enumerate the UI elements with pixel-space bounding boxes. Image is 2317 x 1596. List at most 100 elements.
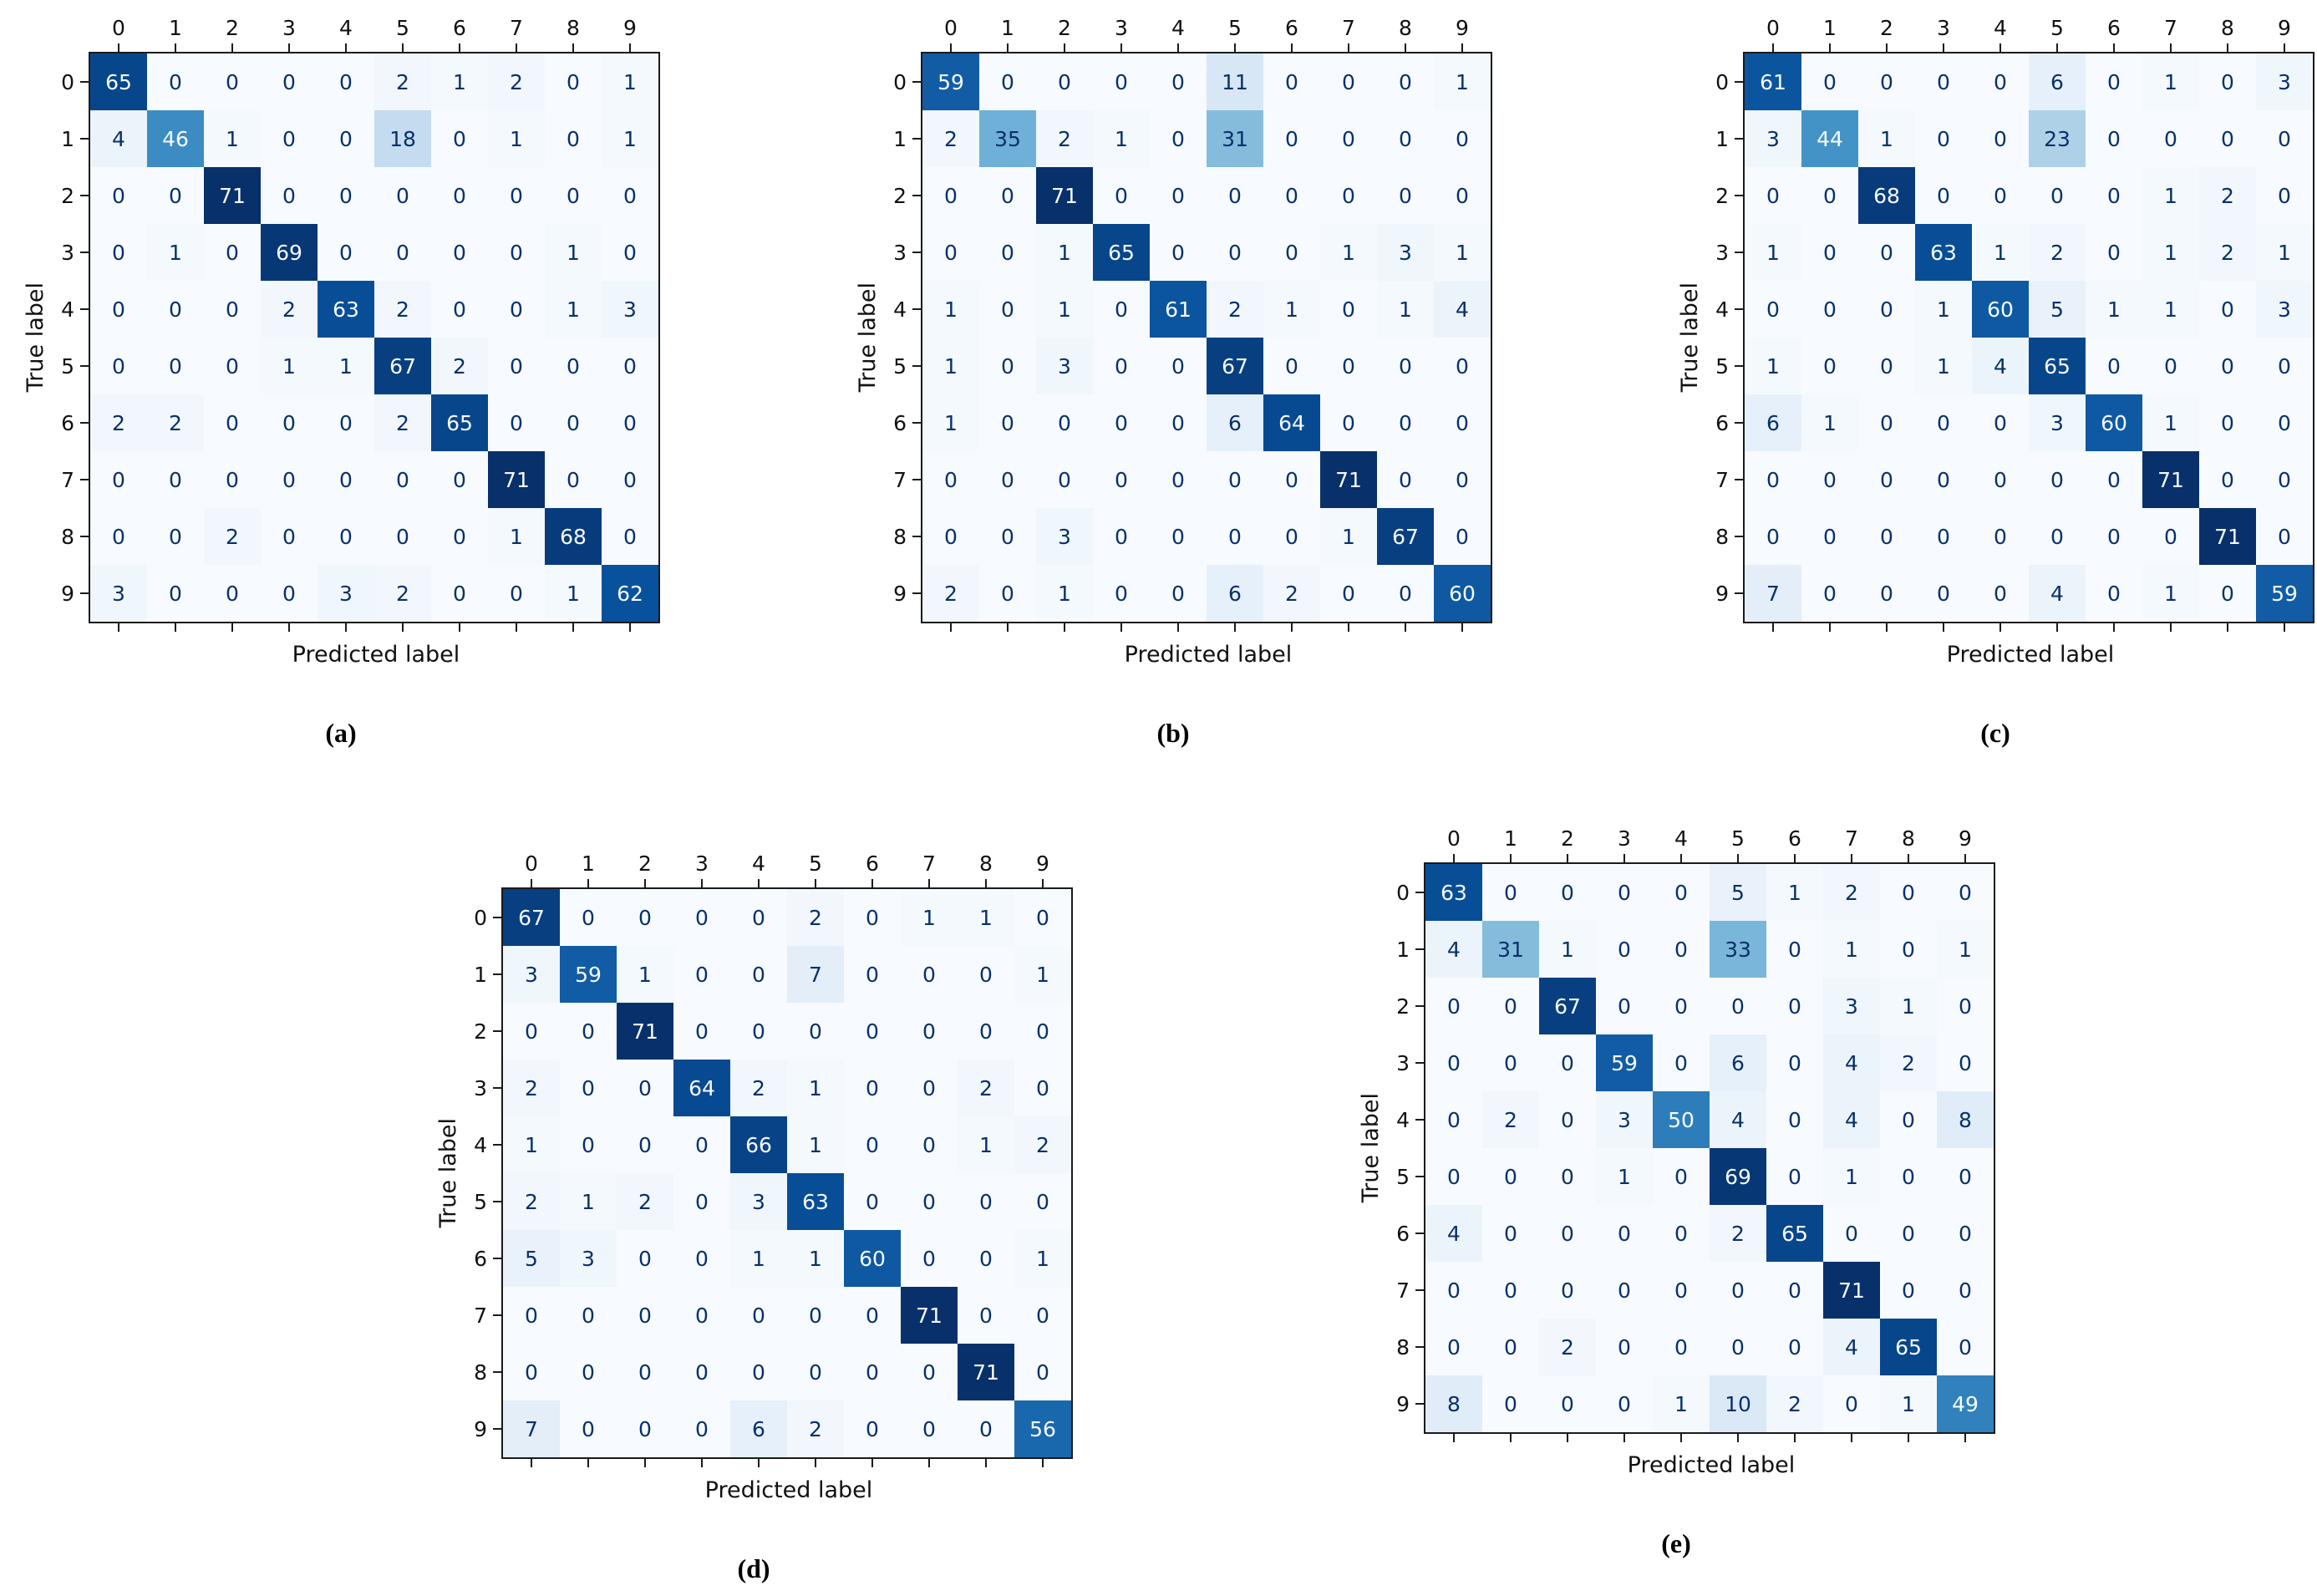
y-tick-label: 0 <box>52 53 89 110</box>
subfigure-caption: (d) <box>737 1553 770 1583</box>
x-tick-text: 2 <box>226 16 239 40</box>
x-tick-text: 0 <box>944 16 958 40</box>
matrix-cell: 1 <box>2086 281 2142 338</box>
matrix-cell: 0 <box>1801 565 1858 622</box>
matrix-cell: 0 <box>2086 53 2142 110</box>
matrix-cell: 0 <box>1880 864 1937 921</box>
x-tick-label: 8 <box>1377 13 1434 52</box>
bottom-tick-slot <box>901 1459 958 1467</box>
matrix-cell: 2 <box>787 889 844 946</box>
matrix-cell: 0 <box>1482 1262 1539 1319</box>
x-tick-label: 7 <box>1320 13 1377 52</box>
y-tick-label: 1 <box>52 110 89 167</box>
matrix-cell: 0 <box>602 224 658 281</box>
matrix-cell: 0 <box>431 224 488 281</box>
matrix-cell: 1 <box>2142 224 2199 281</box>
bottom-tick-slot <box>730 1459 787 1467</box>
x-tick-mark <box>1007 43 1009 52</box>
x-bottom-tick-mark <box>815 1459 816 1467</box>
matrix-cell: 0 <box>1596 864 1653 921</box>
matrix-cell: 0 <box>1425 978 1482 1034</box>
matrix-cell: 61 <box>1150 281 1207 338</box>
x-bottom-tick-mark <box>231 623 233 632</box>
y-tick-text: 9 <box>1715 581 1729 606</box>
x-tick-label: 6 <box>431 13 488 52</box>
matrix-cell: 0 <box>1320 338 1377 394</box>
matrix-cell: 0 <box>1482 1375 1539 1432</box>
matrix-cell: 0 <box>318 394 374 451</box>
x-axis-bottom <box>851 623 1496 632</box>
matrix-cell: 0 <box>318 53 374 110</box>
matrix-cell: 1 <box>1823 921 1880 978</box>
bottom-tick-slot <box>1801 623 1858 632</box>
matrix-cell: 71 <box>2199 508 2256 565</box>
matrix-cell: 1 <box>261 338 318 394</box>
x-axis-title: Predicted label <box>704 1477 873 1503</box>
x-axis-bottom <box>18 623 663 632</box>
y-tick-label: 2 <box>884 167 921 224</box>
y-tick-mark <box>493 1144 501 1146</box>
x-bottom-tick-mark <box>1042 1459 1044 1467</box>
matrix-cell: 1 <box>901 889 958 946</box>
matrix-cell: 0 <box>2086 565 2142 622</box>
matrix-cell: 0 <box>901 1173 958 1230</box>
matrix-cell: 0 <box>1801 167 1858 224</box>
x-tick-text: 3 <box>695 851 709 876</box>
y-tick-mark <box>912 138 921 140</box>
matrix-cell: 2 <box>1710 1205 1766 1262</box>
y-tick-text: 1 <box>61 126 74 151</box>
x-bottom-tick-mark <box>1886 623 1888 632</box>
x-axis-top: 0 1 2 3 4 5 6 7 8 9 <box>851 13 1496 52</box>
y-tick-label: 1 <box>884 110 921 167</box>
matrix-cell: 0 <box>1093 394 1150 451</box>
x-tick-mark <box>1348 43 1349 52</box>
x-tick-label: 0 <box>1745 13 1801 52</box>
matrix-cell: 0 <box>1263 451 1320 508</box>
x-axis-top: 0 1 2 3 4 5 6 7 8 9 <box>1354 824 1999 862</box>
y-tick-label: 4 <box>465 1116 501 1173</box>
x-tick-mark <box>2284 43 2285 52</box>
x-tick-label: 5 <box>1207 13 1263 52</box>
x-tick-text: 8 <box>1399 16 1412 40</box>
matrix-cell: 0 <box>560 1060 617 1116</box>
matrix-cell: 6 <box>1745 394 1801 451</box>
y-tick-text: 6 <box>61 410 74 435</box>
x-bottom-tick-mark <box>1291 623 1293 632</box>
matrix-cell: 0 <box>2199 394 2256 451</box>
matrix-cell: 0 <box>1539 864 1596 921</box>
y-tick-text: 3 <box>893 240 907 265</box>
matrix-cell: 1 <box>1972 224 2029 281</box>
bottom-tick-marks <box>1745 623 2313 632</box>
matrix-cell: 0 <box>488 338 545 394</box>
bottom-tick-slot <box>1745 623 1801 632</box>
y-tick-text: 9 <box>474 1416 487 1441</box>
matrix-cell: 2 <box>2029 224 2086 281</box>
x-bottom-tick-mark <box>402 623 404 632</box>
matrix-cell: 0 <box>1014 889 1071 946</box>
y-tick-text: 8 <box>1396 1334 1410 1360</box>
x-tick-label: 7 <box>1823 824 1880 862</box>
matrix-cell: 0 <box>673 1116 730 1173</box>
y-tick-text: 1 <box>1396 937 1410 962</box>
matrix-cell: 0 <box>1320 565 1377 622</box>
x-bottom-tick-mark <box>2170 623 2172 632</box>
matrix-cell: 0 <box>901 1344 958 1400</box>
matrix-cell: 0 <box>602 394 658 451</box>
x-bottom-tick-mark <box>118 623 119 632</box>
x-bottom-tick-mark <box>985 1459 987 1467</box>
x-tick-label: 4 <box>318 13 374 52</box>
matrix-cell: 6 <box>1207 394 1263 451</box>
matrix-cell: 1 <box>602 110 658 167</box>
y-tick-label: 0 <box>465 889 501 946</box>
matrix-cell: 0 <box>979 167 1036 224</box>
matrix-cell: 0 <box>1036 451 1093 508</box>
matrix-cell: 0 <box>503 1003 560 1060</box>
matrix-cell: 0 <box>1972 394 2029 451</box>
matrix-cell: 71 <box>1036 167 1093 224</box>
matrix-cell: 0 <box>1745 451 1801 508</box>
x-tick-mark <box>950 43 952 52</box>
matrix-cell: 0 <box>1014 1344 1071 1400</box>
y-tick-text: 1 <box>1715 126 1729 151</box>
x-tick-text: 4 <box>1674 826 1688 851</box>
y-tick-label: 2 <box>52 167 89 224</box>
